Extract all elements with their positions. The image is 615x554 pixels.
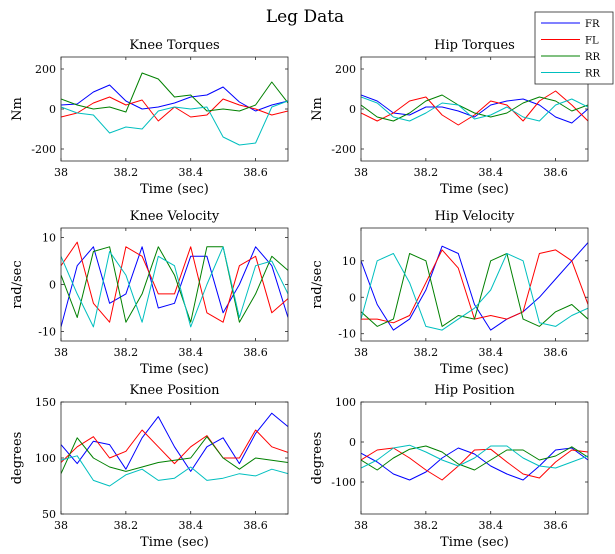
series-line-rr-2	[61, 455, 288, 487]
subplot-hip-position: 38 38.2 38.4 38.6 -100 0 100 Hip Position Time (…	[310, 383, 589, 550]
y-tick-label: 10	[42, 231, 56, 244]
x-axis-label: Time (sec)	[440, 182, 509, 197]
x-axis-label: Time (sec)	[440, 362, 509, 377]
y-tick-label: 10	[342, 255, 356, 268]
y-tick-label: 100	[35, 452, 56, 465]
series-line-rr	[61, 436, 288, 474]
x-tick-label: 38.6	[243, 519, 268, 532]
series-line-fr	[361, 242, 588, 331]
x-tick-label: 38	[354, 346, 368, 359]
x-tick-label: 38	[54, 346, 68, 359]
axes-box	[360, 227, 589, 342]
series-line-rr-2	[361, 253, 588, 331]
series-line-rr	[61, 246, 288, 323]
axes-box	[60, 227, 289, 342]
x-tick-label: 38.4	[178, 519, 203, 532]
subplot-knee-torques: 38 38.2 38.4 38.6 -200 0 200 Knee Torques Time (…	[10, 38, 289, 197]
x-tick-label: 38.2	[414, 519, 439, 532]
series-line-fr	[61, 246, 288, 328]
series-line-fl	[361, 90, 588, 126]
subplot-knee-position: 38 38.2 38.4 38.6 50 100 150 Knee Position Time …	[10, 383, 289, 550]
y-tick-label: -100	[331, 476, 356, 489]
x-tick-label: 38.6	[543, 346, 568, 359]
series-line-rr-2	[361, 96, 588, 122]
y-axis-label: rad/sec	[310, 260, 325, 308]
x-axis-label: Time (sec)	[140, 535, 209, 550]
subplot-title: Knee Velocity	[130, 209, 220, 224]
axes-box	[60, 401, 289, 515]
subplot-grid: 38 38.2 38.4 38.6 -200 0 200 Knee Torques Time (…	[10, 38, 589, 550]
series-line-fl	[361, 447, 588, 481]
legend: FR FL RR RR	[534, 11, 614, 85]
y-tick-label: 50	[42, 508, 56, 521]
legend-entry-label: RR	[585, 52, 601, 63]
x-tick-label: 38.4	[478, 166, 503, 179]
x-tick-label: 38	[54, 519, 68, 532]
subplot-knee-velocity: 38 38.2 38.4 38.6 -10 0 10 Knee Velocity Time (s…	[10, 209, 289, 377]
x-tick-label: 38.4	[478, 346, 503, 359]
series-line-rr-2	[61, 100, 288, 146]
x-tick-label: 38.4	[178, 166, 203, 179]
x-tick-label: 38.4	[478, 519, 503, 532]
series-line-rr-2	[361, 444, 588, 469]
x-tick-label: 38.2	[414, 166, 439, 179]
subplot-hip-torques: 38 38.2 38.4 38.6 -200 0 200 Hip Torques Time (s…	[310, 38, 589, 197]
legend-entry-label: FL	[585, 36, 599, 47]
series-line-fl	[61, 241, 288, 323]
subplot-title: Knee Torques	[129, 38, 219, 53]
y-tick-label: 0	[49, 103, 56, 116]
subplot-title: Hip Torques	[434, 38, 515, 53]
x-tick-label: 38.2	[114, 346, 139, 359]
figure-title: Leg Data	[266, 7, 344, 27]
y-axis-label: Nm	[310, 97, 325, 121]
series-line-rr	[361, 253, 588, 327]
x-tick-label: 38.2	[414, 346, 439, 359]
y-axis-label: degrees	[10, 432, 25, 485]
x-tick-label: 38.6	[543, 519, 568, 532]
x-tick-label: 38.6	[243, 166, 268, 179]
subplot-title: Hip Velocity	[435, 209, 515, 224]
y-tick-label: 0	[49, 279, 56, 292]
series-line-fr	[361, 447, 588, 481]
y-tick-label: 100	[335, 396, 356, 409]
subplot-title: Knee Position	[129, 383, 220, 398]
legend-entry-label: RR	[585, 69, 601, 80]
x-tick-label: 38.2	[114, 166, 139, 179]
y-tick-label: 0	[349, 103, 356, 116]
x-axis-label: Time (sec)	[440, 535, 509, 550]
x-axis-label: Time (sec)	[140, 362, 209, 377]
x-tick-label: 38.2	[114, 519, 139, 532]
series-line-rr-2	[61, 246, 288, 328]
y-tick-label: 150	[35, 396, 56, 409]
subplot-hip-velocity: 38 38.2 38.4 38.6 -10 0 10 Hip Velocity Time (se…	[310, 209, 589, 377]
series-line-fl	[61, 429, 288, 465]
y-tick-label: 200	[35, 63, 56, 76]
x-tick-label: 38	[354, 166, 368, 179]
subplot-title: Hip Position	[434, 383, 515, 398]
y-tick-label: 0	[349, 291, 356, 304]
series-line-rr	[61, 72, 288, 113]
y-axis-label: Nm	[10, 97, 25, 121]
y-tick-label: -10	[38, 326, 56, 339]
x-tick-label: 38.6	[243, 346, 268, 359]
axes-box	[360, 401, 589, 515]
y-axis-label: rad/sec	[10, 260, 25, 308]
y-tick-label: 200	[335, 63, 356, 76]
x-tick-label: 38	[354, 519, 368, 532]
legend-entry-label: FR	[585, 19, 600, 30]
y-tick-label: 0	[349, 436, 356, 449]
x-tick-label: 38.4	[178, 346, 203, 359]
y-axis-label: degrees	[310, 432, 325, 485]
y-tick-label: -200	[331, 143, 356, 156]
series-line-fr	[361, 94, 588, 124]
x-axis-label: Time (sec)	[140, 182, 209, 197]
x-tick-label: 38	[54, 166, 68, 179]
series-line-rr	[361, 445, 588, 471]
y-tick-label: -10	[338, 328, 356, 341]
y-tick-label: -200	[31, 143, 56, 156]
series-line-fr	[61, 412, 288, 472]
x-tick-label: 38.6	[543, 166, 568, 179]
